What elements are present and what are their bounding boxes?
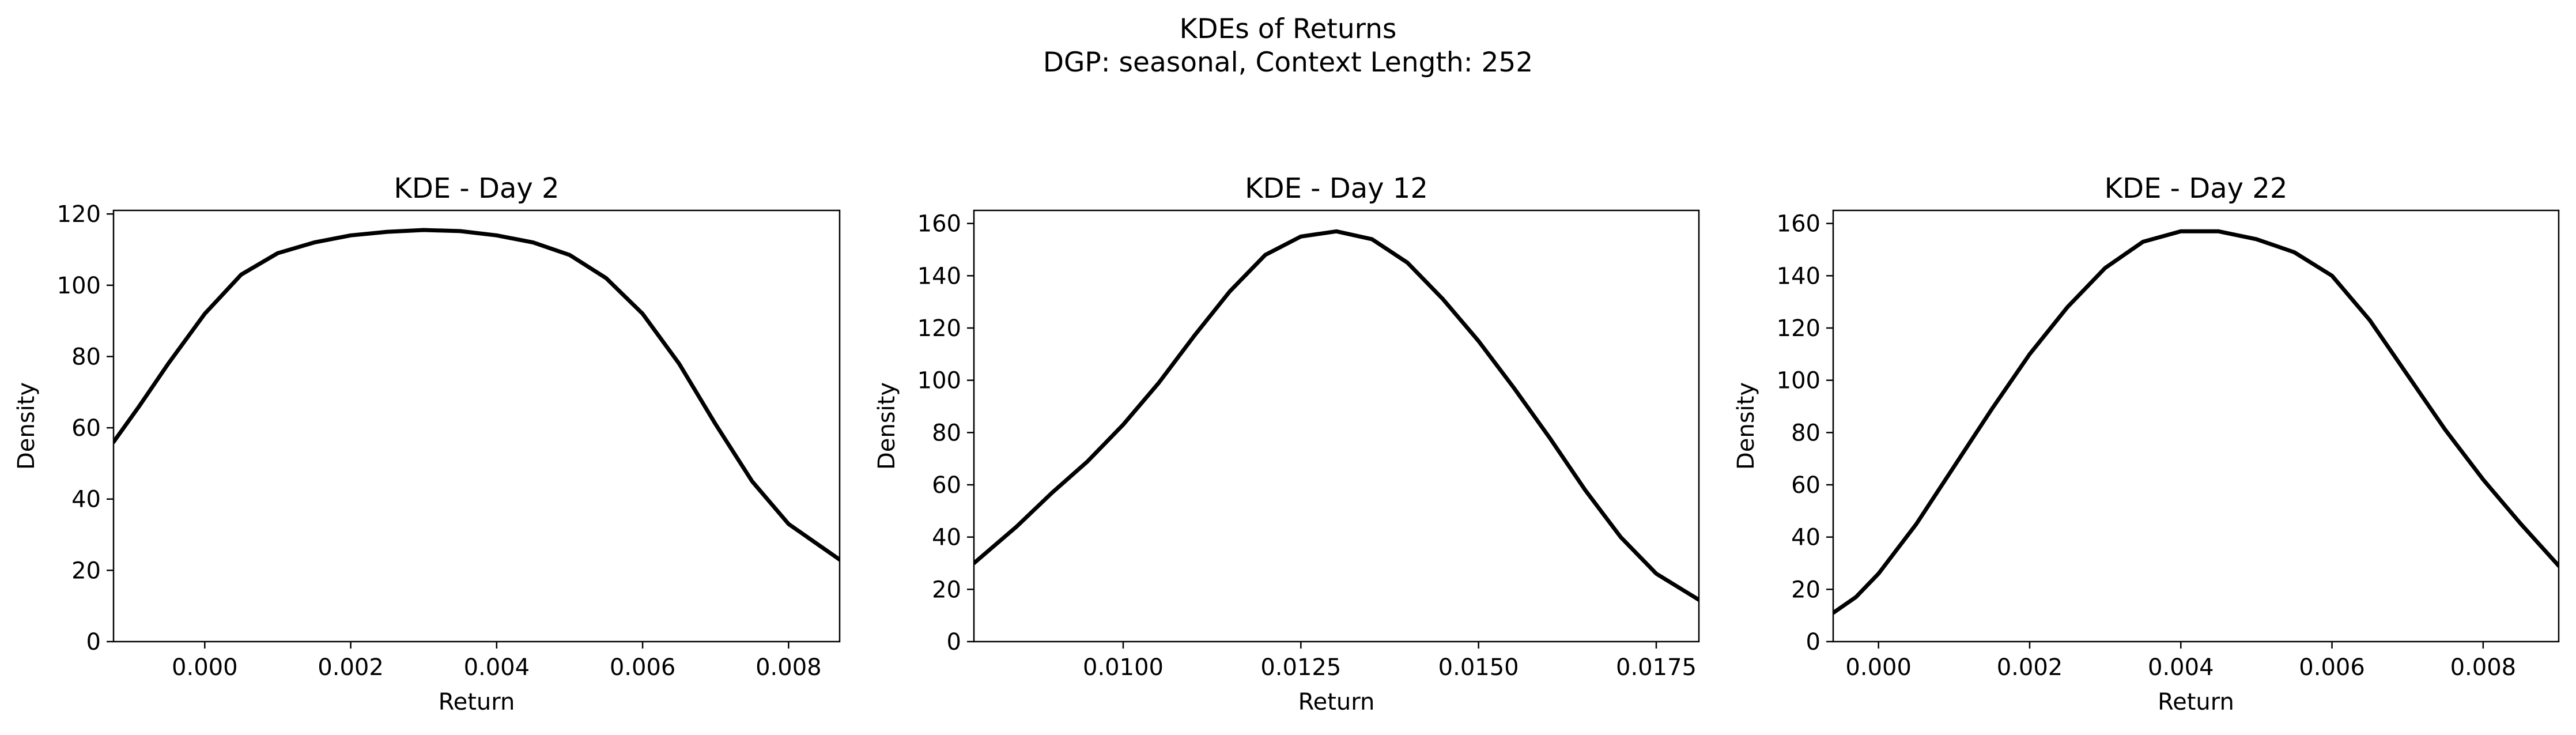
x-tick-label: 0.0175 <box>1616 654 1697 681</box>
y-tick-label: 0 <box>1806 629 1820 655</box>
x-tick-label: 0.000 <box>172 654 238 681</box>
y-tick-label: 0 <box>86 629 101 655</box>
figure-title: KDEs of Returns DGP: seasonal, Context L… <box>0 13 2576 80</box>
y-tick-label: 140 <box>1777 263 1820 289</box>
y-tick-label: 80 <box>1791 420 1820 446</box>
figure-subtitle-line2: DGP: seasonal, Context Length: 252 <box>1043 47 1533 78</box>
y-tick-label: 160 <box>1777 211 1820 238</box>
x-tick-label: 0.0150 <box>1438 654 1519 681</box>
x-tick-label: 0.006 <box>2299 654 2365 681</box>
x-tick-label: 0.000 <box>1845 654 1912 681</box>
kde-line-subplot-3 <box>1833 229 2559 615</box>
x-tick-label: 0.004 <box>464 654 530 681</box>
subplot-1: 0.000 0.002 0.004 0.006 0.008 0 20 40 60 80 100 120… <box>13 172 841 715</box>
y-axis-label: Density <box>13 382 40 470</box>
y-tick-label: 40 <box>71 487 101 513</box>
y-tick-label: 60 <box>1791 472 1820 499</box>
x-axis-label: Return <box>439 689 515 715</box>
x-tick-label: 0.006 <box>610 654 676 681</box>
subplot-2: 0.0100 0.0125 0.0150 0.0175 0 20 40 60 80 100 120 1… <box>874 172 1700 715</box>
x-tick-label: 0.002 <box>1997 654 2063 681</box>
y-tick-label: 120 <box>1777 315 1820 342</box>
y-tick-label: 60 <box>71 415 101 442</box>
y-tick-label: 40 <box>1791 525 1820 551</box>
y-tick-label: 80 <box>71 344 101 370</box>
subplot-title: KDE - Day 22 <box>2105 172 2288 205</box>
x-axis-label: Return <box>2158 689 2234 715</box>
y-tick-label: 40 <box>932 525 961 551</box>
subplot-title: KDE - Day 2 <box>394 172 559 205</box>
x-tick-label: 0.004 <box>2148 654 2214 681</box>
y-tick-label: 0 <box>947 629 961 655</box>
y-tick-label: 120 <box>917 315 961 342</box>
figure-title-line1: KDEs of Returns <box>1179 13 1397 45</box>
y-axis-label: Density <box>874 382 900 470</box>
y-tick-label: 120 <box>57 201 101 228</box>
plot-frame <box>112 209 841 643</box>
x-tick-label: 0.002 <box>318 654 384 681</box>
x-tick-label: 0.008 <box>2450 654 2517 681</box>
y-tick-label: 60 <box>932 472 961 499</box>
kde-line-subplot-2 <box>974 229 1699 602</box>
y-tick-label: 20 <box>71 557 101 584</box>
plot-frame <box>973 209 1700 643</box>
x-tick-label: 0.0125 <box>1260 654 1341 681</box>
y-tick-label: 20 <box>1791 576 1820 603</box>
y-axis-label: Density <box>1733 382 1759 470</box>
x-tick-label: 0.008 <box>756 654 822 681</box>
y-tick-label: 100 <box>917 368 961 394</box>
y-tick-label: 100 <box>1777 368 1820 394</box>
y-tick-label: 140 <box>917 263 961 289</box>
x-tick-label: 0.0100 <box>1083 654 1164 681</box>
y-tick-label: 80 <box>932 420 961 446</box>
plot-frame <box>1832 209 2560 643</box>
y-tick-label: 160 <box>917 211 961 238</box>
subplot-3: 0.000 0.002 0.004 0.006 0.008 0 20 40 60 80 100 120… <box>1733 172 2560 715</box>
y-tick-label: 20 <box>932 576 961 603</box>
kde-line-subplot-1 <box>114 228 840 562</box>
y-tick-label: 100 <box>57 273 101 299</box>
subplot-title: KDE - Day 12 <box>1245 172 1428 205</box>
x-axis-label: Return <box>1298 689 1375 715</box>
